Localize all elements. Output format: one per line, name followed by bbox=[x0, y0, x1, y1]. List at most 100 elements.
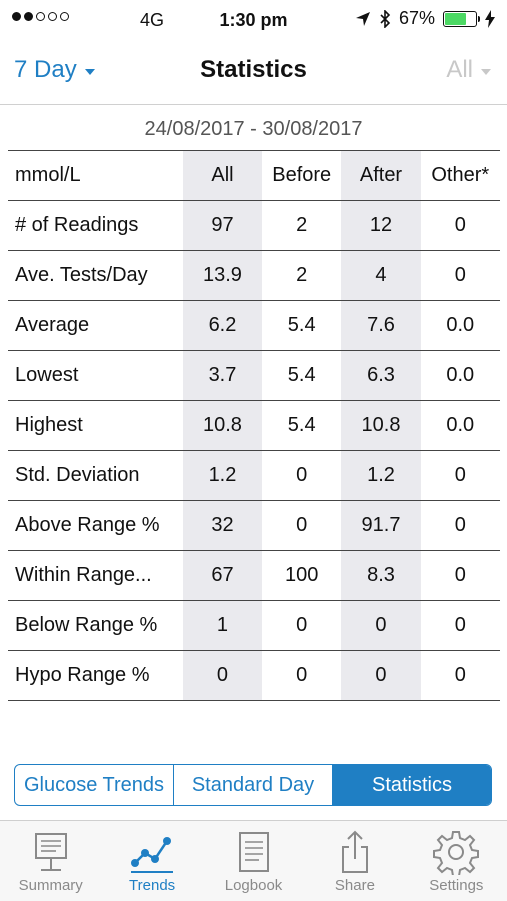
table-cell: 0 bbox=[454, 214, 466, 236]
period-label: 7 Day bbox=[14, 56, 77, 83]
tab-trends-label: Trends bbox=[129, 877, 176, 894]
unit-header: mmol/L bbox=[15, 164, 81, 186]
row-label: Std. Deviation bbox=[15, 464, 140, 486]
table-cell: 2 bbox=[296, 264, 308, 286]
table-cell: 100 bbox=[285, 564, 319, 586]
table-row: Std. Deviation 1.2 0 1.2 0 bbox=[8, 450, 500, 501]
summary-icon bbox=[34, 833, 67, 871]
row-label: Hypo Range % bbox=[15, 664, 150, 686]
table-cell: 0 bbox=[454, 564, 466, 586]
table-cell: 8.3 bbox=[341, 550, 421, 601]
date-range: 24/08/2017 - 30/08/2017 bbox=[144, 118, 363, 140]
table-cell: 13.9 bbox=[182, 250, 262, 301]
table-cell: 10.8 bbox=[341, 400, 421, 451]
table-cell: 1.2 bbox=[182, 450, 262, 501]
logbook-icon bbox=[238, 832, 269, 872]
table-header-row: mmol/L All Before After Other* bbox=[8, 150, 500, 201]
table-cell: 67 bbox=[182, 550, 262, 601]
table-cell: 5.4 bbox=[287, 314, 316, 336]
tab-trends[interactable]: Trends bbox=[101, 821, 202, 901]
table-row: Ave. Tests/Day 13.9 2 4 0 bbox=[8, 250, 500, 301]
column-header-before: Before bbox=[272, 164, 332, 186]
table-row: Average 6.2 5.4 7.6 0.0 bbox=[8, 300, 500, 351]
row-label: Above Range % bbox=[15, 514, 160, 536]
table-cell: 2 bbox=[296, 214, 308, 236]
table-cell: 5.4 bbox=[287, 364, 316, 386]
column-header-all: All bbox=[182, 150, 262, 201]
battery-percent: 67% bbox=[398, 8, 435, 28]
segment-statistics[interactable]: Statistics bbox=[333, 765, 491, 805]
table-cell: 5.4 bbox=[287, 414, 316, 436]
tab-logbook-label: Logbook bbox=[224, 877, 283, 894]
table-cell: 6.2 bbox=[182, 300, 262, 351]
table-cell: 1.2 bbox=[341, 450, 421, 501]
table-cell: 0 bbox=[296, 614, 308, 636]
row-label: # of Readings bbox=[15, 214, 139, 236]
row-label: Within Range... bbox=[15, 564, 152, 586]
navigation-bar: 7 Day Statistics All bbox=[0, 40, 507, 105]
period-selector[interactable]: 7 Day bbox=[14, 56, 95, 84]
share-icon bbox=[341, 830, 368, 873]
table-row: # of Readings 97 2 12 0 bbox=[8, 200, 500, 251]
table-cell: 0.0 bbox=[446, 314, 475, 336]
table-cell: 0 bbox=[182, 650, 262, 701]
table-row: Above Range % 32 0 91.7 0 bbox=[8, 500, 500, 551]
table-cell: 91.7 bbox=[341, 500, 421, 551]
segment-standard-day[interactable]: Standard Day bbox=[174, 765, 333, 805]
tab-share-label: Share bbox=[334, 877, 375, 894]
table-row: Below Range % 1 0 0 0 bbox=[8, 600, 500, 651]
table-cell: 6.3 bbox=[341, 350, 421, 401]
page-title: Statistics bbox=[200, 56, 307, 83]
signal-strength-icon bbox=[12, 12, 69, 21]
location-arrow-icon bbox=[355, 11, 370, 26]
table-cell: 0 bbox=[341, 600, 421, 651]
table-cell: 0 bbox=[454, 664, 466, 686]
table-cell: 0 bbox=[454, 514, 466, 536]
table-cell: 0 bbox=[454, 614, 466, 636]
table-cell: 12 bbox=[341, 200, 421, 251]
tab-summary[interactable]: Summary bbox=[0, 821, 101, 901]
tab-bar: Summary Trends Logbook Share bbox=[0, 820, 507, 901]
status-bar: 4G 1:30 pm 67% bbox=[0, 0, 507, 40]
filter-selector[interactable]: All bbox=[446, 56, 491, 84]
segment-glucose-trends[interactable]: Glucose Trends bbox=[15, 765, 174, 805]
carrier-label: 4G bbox=[140, 10, 165, 30]
column-header-after: After bbox=[341, 150, 421, 201]
table-row: Lowest 3.7 5.4 6.3 0.0 bbox=[8, 350, 500, 401]
view-segmented-control: Glucose Trends Standard Day Statistics bbox=[14, 764, 492, 806]
column-header-other: Other* bbox=[431, 164, 490, 186]
table-cell: 0 bbox=[341, 650, 421, 701]
tab-share[interactable]: Share bbox=[304, 821, 405, 901]
table-cell: 0 bbox=[454, 464, 466, 486]
row-label: Lowest bbox=[15, 364, 79, 386]
row-label: Below Range % bbox=[15, 614, 158, 636]
tab-logbook[interactable]: Logbook bbox=[203, 821, 304, 901]
table-cell: 0 bbox=[296, 464, 308, 486]
row-label: Highest bbox=[15, 414, 83, 436]
tab-settings[interactable]: Settings bbox=[406, 821, 507, 901]
caret-down-icon bbox=[84, 69, 95, 75]
table-cell: 0 bbox=[454, 264, 466, 286]
table-cell: 97 bbox=[182, 200, 262, 251]
table-cell: 0.0 bbox=[446, 364, 475, 386]
table-cell: 0.0 bbox=[446, 414, 475, 436]
table-cell: 4 bbox=[341, 250, 421, 301]
table-cell: 10.8 bbox=[182, 400, 262, 451]
table-cell: 32 bbox=[182, 500, 262, 551]
clock: 1:30 pm bbox=[219, 10, 288, 30]
filter-label: All bbox=[446, 56, 473, 83]
table-cell: 0 bbox=[296, 664, 308, 686]
table-row: Highest 10.8 5.4 10.8 0.0 bbox=[8, 400, 500, 451]
table-cell: 3.7 bbox=[182, 350, 262, 401]
tab-summary-label: Summary bbox=[18, 877, 83, 894]
statistics-table: mmol/L All Before After Other* # of Read… bbox=[8, 150, 500, 701]
table-cell: 0 bbox=[296, 514, 308, 536]
caret-down-icon bbox=[481, 69, 491, 75]
tab-settings-label: Settings bbox=[429, 877, 484, 894]
battery-icon bbox=[443, 10, 480, 27]
gear-icon bbox=[433, 831, 480, 875]
table-row: Hypo Range % 0 0 0 0 bbox=[8, 650, 500, 701]
row-label: Ave. Tests/Day bbox=[15, 264, 148, 286]
table-cell: 7.6 bbox=[341, 300, 421, 351]
charging-bolt-icon bbox=[485, 9, 495, 28]
